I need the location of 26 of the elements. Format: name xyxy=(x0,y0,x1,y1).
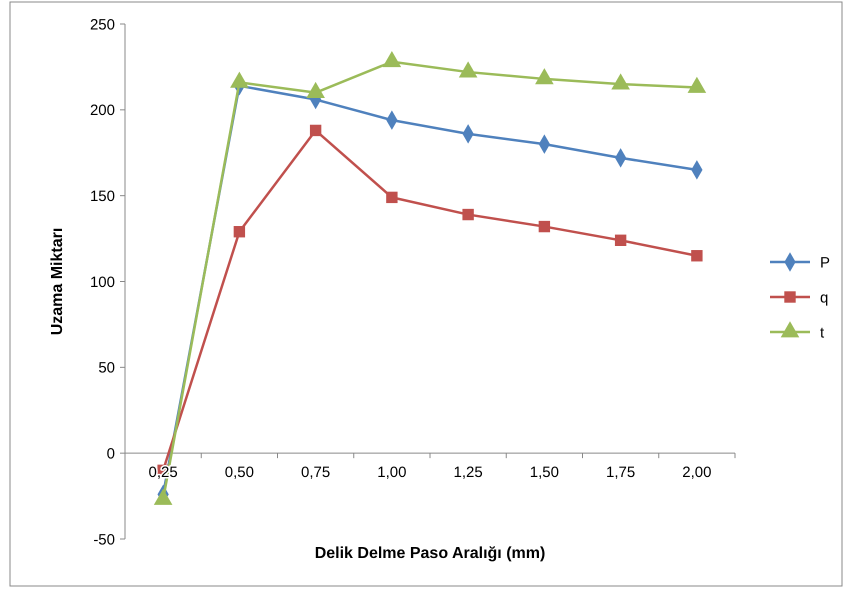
y-tick-label: 200 xyxy=(90,102,115,120)
y-tick-label: -50 xyxy=(93,531,115,548)
y-tick-label: 150 xyxy=(90,188,115,205)
x-tick-label: 1,25 xyxy=(454,464,483,482)
x-tick-label: 1,75 xyxy=(606,464,636,482)
point xyxy=(234,226,246,238)
point xyxy=(691,250,703,262)
x-tick-label: 1,00 xyxy=(377,464,406,482)
x-tick-label: 0,50 xyxy=(224,464,254,482)
point xyxy=(538,220,550,232)
point xyxy=(462,208,474,220)
x-tick-label: 1,50 xyxy=(530,464,559,482)
y-tick-label: 250 xyxy=(90,16,115,34)
point xyxy=(614,234,626,246)
point xyxy=(386,192,398,204)
y-tick-label: 100 xyxy=(90,274,115,291)
x-tick-label: 0,75 xyxy=(301,464,330,482)
x-axis-title: Delik Delme Paso Aralığı (mm) xyxy=(314,545,546,562)
y-tick-label: 0 xyxy=(106,445,115,462)
legend-label: q xyxy=(820,289,828,306)
point xyxy=(310,124,322,136)
y-tick-label: 50 xyxy=(98,360,115,377)
y-axis-title: Uzama Miktarı xyxy=(49,228,66,336)
legend-label: t xyxy=(820,324,825,342)
legend-label: P xyxy=(820,254,830,272)
x-tick-label: 2,00 xyxy=(682,464,712,482)
